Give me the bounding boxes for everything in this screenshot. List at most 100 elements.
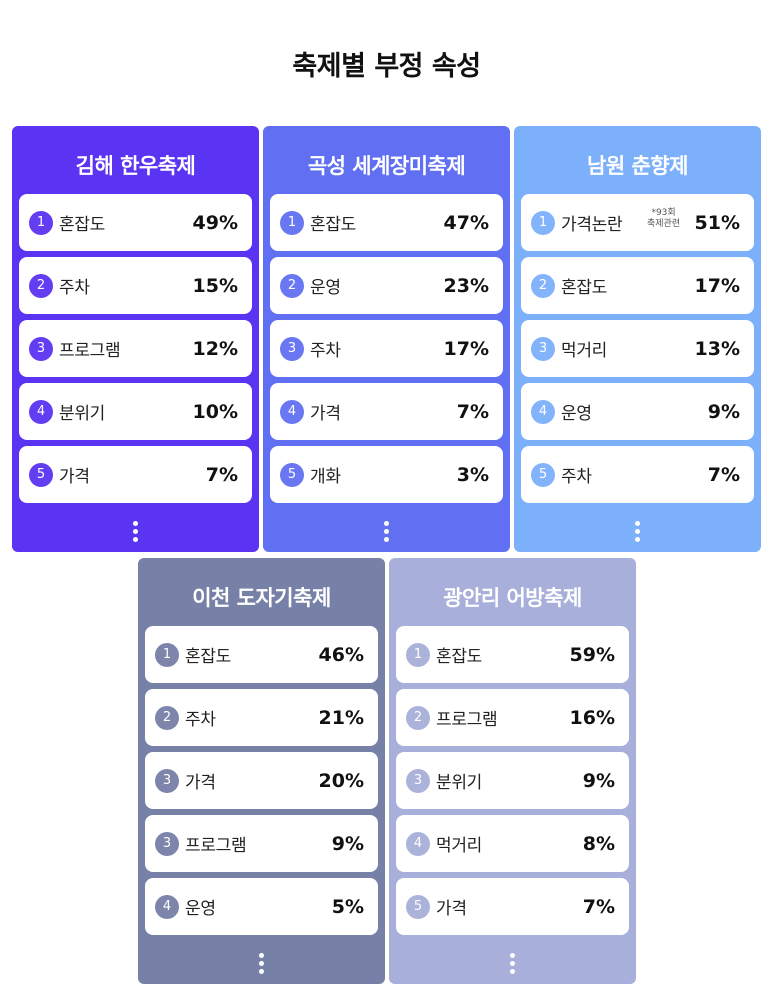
attribute-label: 가격논란 <box>561 215 623 235</box>
rank-badge: 1 <box>531 210 555 235</box>
attribute-label: 혼잡도 <box>185 647 232 667</box>
festival-card-icheon: 이천 도자기축제 1 혼잡도 46% 2 주차 21% 3 가격 20% 3 프로그램 9% 4… <box>138 558 385 984</box>
attribute-percent: 7% <box>456 400 489 423</box>
rank-badge: 2 <box>280 273 304 298</box>
festival-title: 광안리 어방축제 <box>443 586 582 610</box>
attribute-percent: 59% <box>569 643 615 666</box>
attribute-row: 4 운영 5% <box>145 878 378 935</box>
attribute-label: 운영 <box>185 899 216 919</box>
attribute-label: 프로그램 <box>185 836 247 856</box>
attribute-percent: 9% <box>582 769 615 792</box>
rank-badge: 3 <box>155 768 179 793</box>
attribute-row: 4 가격 7% <box>270 383 503 440</box>
attribute-percent: 23% <box>443 274 489 297</box>
attribute-row: 1 혼잡도 47% <box>270 194 503 251</box>
festival-card-gwangalli: 광안리 어방축제 1 혼잡도 59% 2 프로그램 16% 3 분위기 9% 4 먹거리 8% … <box>389 558 636 984</box>
attribute-percent: 8% <box>582 832 615 855</box>
attribute-percent: 5% <box>331 895 364 918</box>
attribute-percent: 10% <box>192 400 238 423</box>
attribute-label: 혼잡도 <box>561 278 608 298</box>
rank-badge: 4 <box>155 894 179 919</box>
note-line: *93회 <box>651 208 676 218</box>
rank-badge: 3 <box>29 336 53 361</box>
attribute-percent: 17% <box>443 337 489 360</box>
attribute-percent: 9% <box>331 832 364 855</box>
attribute-percent: 16% <box>569 706 615 729</box>
attribute-percent: 9% <box>707 400 740 423</box>
attribute-label: 분위기 <box>59 404 106 424</box>
rank-badge: 3 <box>406 768 430 793</box>
attribute-row: 4 먹거리 8% <box>396 815 629 872</box>
attribute-percent: 13% <box>694 337 740 360</box>
rank-badge: 5 <box>280 462 304 487</box>
rank-badge: 3 <box>280 336 304 361</box>
more-options-icon[interactable] <box>396 941 629 985</box>
rank-badge: 1 <box>406 642 430 667</box>
attribute-row: 4 분위기 10% <box>19 383 252 440</box>
attribute-percent: 7% <box>707 463 740 486</box>
attribute-label: 주차 <box>59 278 90 298</box>
festival-title: 남원 춘향제 <box>587 154 688 178</box>
attribute-row: 3 프로그램 9% <box>145 815 378 872</box>
festival-title: 이천 도자기축제 <box>192 586 331 610</box>
attribute-percent: 3% <box>456 463 489 486</box>
attribute-label: 혼잡도 <box>436 647 483 667</box>
rank-badge: 2 <box>155 705 179 730</box>
attribute-label: 개화 <box>310 467 341 487</box>
attribute-label: 주차 <box>561 467 592 487</box>
note-line: 축제관련 <box>647 219 681 229</box>
attribute-percent: 49% <box>192 211 238 234</box>
attribute-percent: 47% <box>443 211 489 234</box>
rank-badge: 3 <box>155 831 179 856</box>
attribute-label: 먹거리 <box>561 341 608 361</box>
rank-badge: 2 <box>406 705 430 730</box>
attribute-row: 3 가격 20% <box>145 752 378 809</box>
attribute-label: 혼잡도 <box>310 215 357 235</box>
attribute-row: 4 운영 9% <box>521 383 754 440</box>
page-title: 축제별 부정 속성 <box>292 51 481 82</box>
attribute-label: 주차 <box>310 341 341 361</box>
attribute-percent: 15% <box>192 274 238 297</box>
attribute-row: 2 주차 21% <box>145 689 378 746</box>
attribute-percent: 21% <box>318 706 364 729</box>
attribute-label: 프로그램 <box>436 710 498 730</box>
attribute-row: 1 혼잡도 49% <box>19 194 252 251</box>
rank-badge: 1 <box>29 210 53 235</box>
rank-badge: 5 <box>29 462 53 487</box>
attribute-row: 2 운영 23% <box>270 257 503 314</box>
attribute-label: 가격 <box>185 773 216 793</box>
attribute-row: 3 먹거리 13% <box>521 320 754 377</box>
attribute-percent: 7% <box>205 463 238 486</box>
attribute-percent: 12% <box>192 337 238 360</box>
rank-badge: 2 <box>29 273 53 298</box>
attribute-label: 가격 <box>436 899 467 919</box>
attribute-row: 1 혼잡도 46% <box>145 626 378 683</box>
attribute-percent: 20% <box>318 769 364 792</box>
festival-card-gimhae: 김해 한우축제 1 혼잡도 49% 2 주차 15% 3 프로그램 12% 4 분위기 10% … <box>12 126 259 552</box>
rank-badge: 1 <box>155 642 179 667</box>
attribute-percent: 46% <box>318 643 364 666</box>
attribute-label: 프로그램 <box>59 341 121 361</box>
attribute-label: 먹거리 <box>436 836 483 856</box>
rank-badge: 3 <box>531 336 555 361</box>
attribute-label: 가격 <box>310 404 341 424</box>
attribute-percent: 51% <box>694 211 740 234</box>
rank-badge: 4 <box>280 399 304 424</box>
attribute-row: 5 가격 7% <box>19 446 252 503</box>
rank-badge: 4 <box>531 399 555 424</box>
attribute-label: 운영 <box>310 278 341 298</box>
attribute-row: 5 가격 7% <box>396 878 629 935</box>
rank-badge: 4 <box>29 399 53 424</box>
more-options-icon[interactable] <box>521 509 754 553</box>
festival-title: 김해 한우축제 <box>75 154 196 178</box>
attribute-label: 분위기 <box>436 773 483 793</box>
more-options-icon[interactable] <box>270 509 503 553</box>
attribute-row: 3 주차 17% <box>270 320 503 377</box>
more-options-icon[interactable] <box>19 509 252 553</box>
festival-title: 곡성 세계장미축제 <box>307 154 466 178</box>
attribute-row: 1 가격논란 *93회 축제관련 51% <box>521 194 754 251</box>
more-options-icon[interactable] <box>145 941 378 985</box>
attribute-row: 2 혼잡도 17% <box>521 257 754 314</box>
attribute-row: 2 주차 15% <box>19 257 252 314</box>
